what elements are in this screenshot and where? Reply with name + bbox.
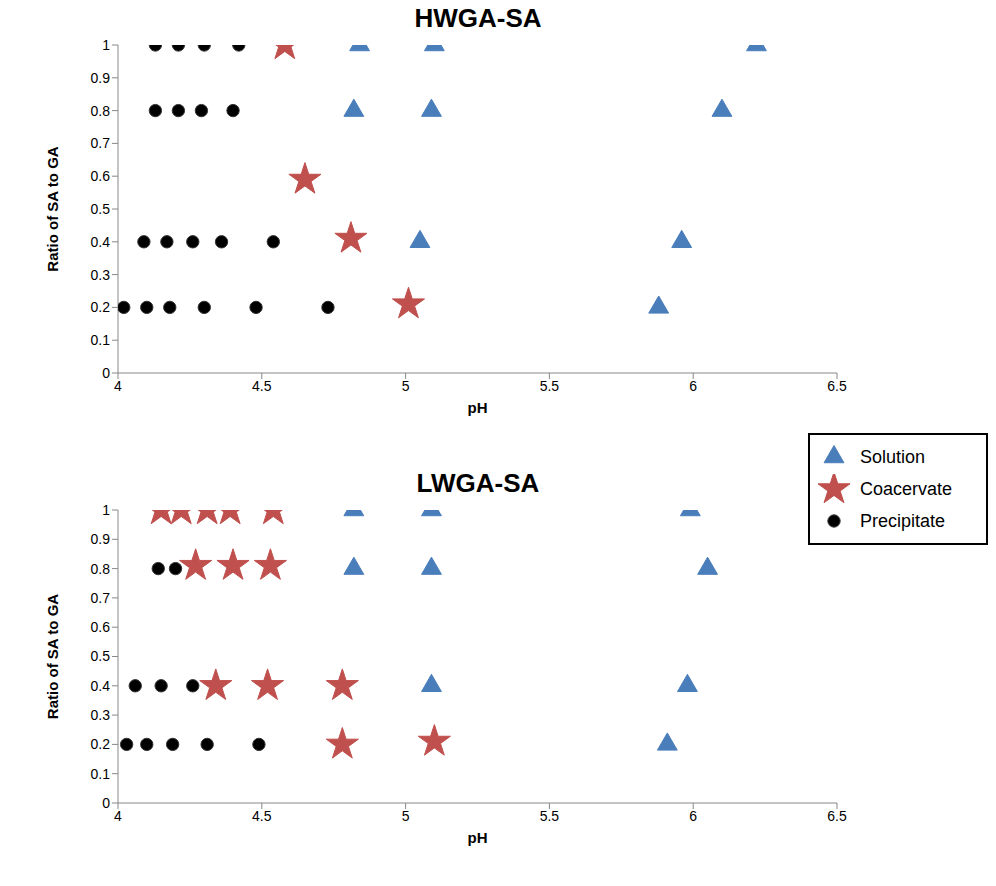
svg-text:0.2: 0.2	[91, 736, 111, 752]
svg-text:0.8: 0.8	[91, 103, 111, 119]
svg-text:0: 0	[102, 365, 110, 381]
svg-text:0.4: 0.4	[91, 678, 111, 694]
svg-text:5.5: 5.5	[540, 378, 560, 394]
html-text:HWGA-SA: HWGA-SA	[414, 3, 542, 33]
svg-text:0.6: 0.6	[91, 619, 111, 635]
svg-text:5.5: 5.5	[540, 808, 560, 824]
svg-text:pH: pH	[468, 399, 488, 416]
svg-text:0.3: 0.3	[91, 267, 111, 283]
svg-text:0.9: 0.9	[91, 70, 111, 86]
svg-text:6.5: 6.5	[827, 378, 847, 394]
svg-text:4: 4	[114, 378, 122, 394]
svg-text:0.5: 0.5	[91, 201, 111, 217]
svg-text:4.5: 4.5	[252, 378, 272, 394]
svg-text:0.1: 0.1	[91, 766, 111, 782]
svg-text:0: 0	[102, 795, 110, 811]
svg-text:1: 1	[102, 502, 110, 518]
svg-text:4.5: 4.5	[252, 808, 272, 824]
svg-text:0.8: 0.8	[91, 561, 111, 577]
svg-text:0.7: 0.7	[91, 590, 111, 606]
svg-text:6: 6	[689, 808, 697, 824]
svg-text:0.1: 0.1	[91, 332, 111, 348]
svg-text:Ratio of SA to GA: Ratio of SA to GA	[44, 594, 61, 719]
svg-text:6.5: 6.5	[827, 808, 847, 824]
svg-text:1: 1	[102, 37, 110, 53]
svg-text:0.7: 0.7	[91, 135, 111, 151]
svg-text:0.9: 0.9	[91, 531, 111, 547]
svg-text:4: 4	[114, 808, 122, 824]
html-text:LWGA-SA: LWGA-SA	[416, 468, 540, 498]
html-text:Precipitate: Precipitate	[860, 510, 945, 531]
svg-text:0.6: 0.6	[91, 168, 111, 184]
svg-text:5: 5	[402, 808, 410, 824]
svg-text:Ratio of SA to GA: Ratio of SA to GA	[44, 146, 61, 271]
html-text:Solution: Solution	[860, 446, 926, 467]
svg-text:pH: pH	[468, 829, 488, 846]
svg-text:0.5: 0.5	[91, 648, 111, 664]
svg-text:6: 6	[689, 378, 697, 394]
html-text:Coacervate: Coacervate	[860, 478, 953, 499]
svg-text:5: 5	[402, 378, 410, 394]
svg-text:0.2: 0.2	[91, 299, 111, 315]
svg-text:0.3: 0.3	[91, 707, 111, 723]
svg-text:0.4: 0.4	[91, 234, 111, 250]
